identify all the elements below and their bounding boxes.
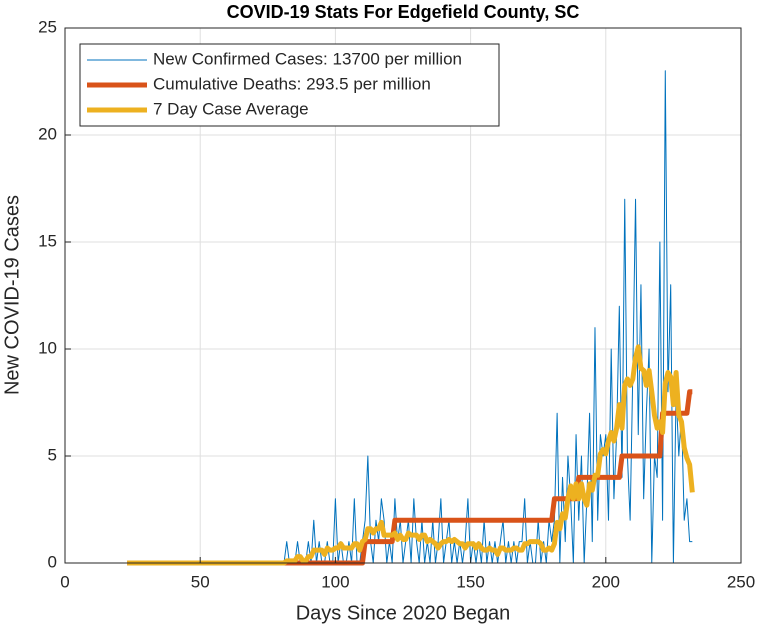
legend: New Confirmed Cases: 13700 per million Cu… <box>79 43 500 127</box>
x-tick-label: 100 <box>321 572 349 591</box>
chart-title: COVID-19 Stats For Edgefield County, SC <box>227 2 580 22</box>
legend-label: New Confirmed Cases: 13700 per million <box>153 49 462 68</box>
y-tick-label: 10 <box>38 338 57 357</box>
x-tick-label: 250 <box>727 572 755 591</box>
legend-label: Cumulative Deaths: 293.5 per million <box>153 74 431 93</box>
y-tick-label: 5 <box>48 445 57 464</box>
legend-box <box>79 43 500 127</box>
y-axis-label: New COVID-19 Cases <box>1 195 23 395</box>
y-tick-label: 15 <box>38 231 57 250</box>
x-tick-label: 150 <box>456 572 484 591</box>
x-tick-label: 0 <box>60 572 69 591</box>
legend-label: 7 Day Case Average <box>153 99 309 118</box>
plot-frame <box>64 27 742 564</box>
y-tick-label: 0 <box>48 552 57 571</box>
y-tick-label: 20 <box>38 124 57 143</box>
x-axis-label: Days Since 2020 Began <box>296 602 511 624</box>
x-tick-label: 50 <box>191 572 210 591</box>
y-tick-label: 25 <box>38 17 57 36</box>
x-tick-label: 200 <box>592 572 620 591</box>
